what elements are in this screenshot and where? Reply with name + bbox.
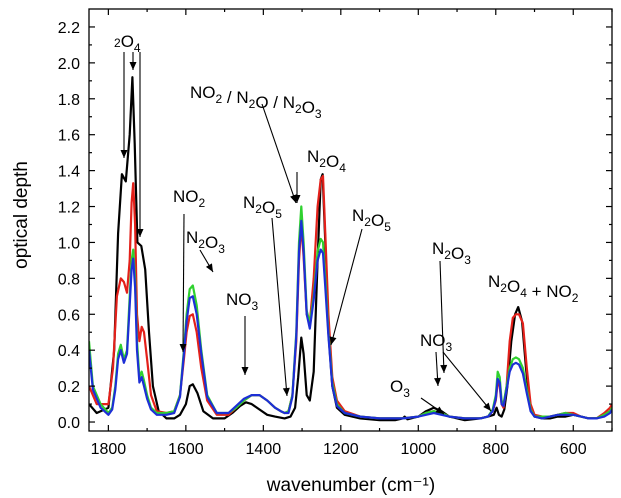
annotation-no3_right: NO3 (420, 331, 453, 354)
annotation-n2o4_mid: N2O4 (307, 147, 346, 175)
x-tick-label: 1000 (400, 441, 436, 458)
y-tick-label: 1.8 (58, 92, 80, 109)
annotation-o3: O3 (390, 377, 410, 400)
y-tick-label: 0.8 (58, 271, 80, 288)
annotation-layer: 2O4 NO2 / N2O / N2O3 N2O4 NO2 N2O3 N2O5 N2O5 NO… (114, 32, 579, 415)
arrow-head (434, 377, 442, 386)
y-tick-label: 0.4 (58, 343, 80, 360)
y-tick-label: 0.0 (58, 415, 80, 432)
arrow-head (329, 336, 337, 345)
y-tick-label: 0.2 (58, 379, 80, 396)
arrow-head (483, 402, 491, 411)
annotation-n2o4_no2: N2O4 + NO2 (488, 272, 579, 305)
annotation-arrow (330, 228, 363, 346)
arrow-head (179, 343, 187, 352)
arrow-head (293, 195, 301, 203)
y-tick-label: 2.0 (58, 56, 80, 73)
x-tick-label: 1600 (168, 441, 204, 458)
y-tick-label: 2.2 (58, 20, 80, 37)
x-axis-title: wavenumber (cm⁻¹) (266, 475, 435, 496)
x-tick-label: 800 (482, 441, 509, 458)
x-tick-label: 600 (560, 441, 587, 458)
axes-layer: 1800 1600 1400 1200 1000 800 600 0.0 0.2 0.4 0.6 0.… (58, 8, 613, 458)
annotation-no2_mix: NO2 / N2O / N2O3 (190, 83, 322, 121)
annotation-arrow (182, 213, 185, 353)
y-tick-label: 0.6 (58, 307, 80, 324)
arrow-head (440, 364, 448, 373)
y-tick-label: 1.6 (58, 128, 80, 145)
annotation-n2o5_b: N2O5 (352, 206, 391, 234)
annotation-n2o4_top: 2O4 (114, 32, 141, 55)
x-tick-label: 1200 (323, 441, 359, 458)
arrow-head (435, 406, 444, 414)
spectrum-line-3 (89, 205, 612, 420)
y-axis-title: optical depth (11, 161, 32, 269)
arrow-head (120, 150, 128, 158)
y-tick-label: 1.0 (58, 235, 80, 252)
arrow-head (205, 263, 213, 272)
arrow-head (129, 62, 137, 70)
annotation-n2o3_right: N2O3 (432, 239, 471, 267)
arrow-head (282, 387, 290, 396)
annotation-no3_left: NO3 (226, 290, 259, 313)
annotation-no2_left: NO2 (173, 187, 206, 210)
series-layer (89, 76, 612, 422)
spectrum-line-2 (89, 174, 612, 420)
arrow-head (136, 229, 144, 237)
spectrum-line-1 (89, 76, 612, 422)
annotation-n2o5_a: N2O5 (243, 193, 282, 221)
spectrum-line-4 (89, 219, 612, 420)
annotation-arrow (439, 260, 445, 374)
annotation-arrow (442, 351, 492, 412)
plot-frame (88, 8, 613, 432)
arrow-head (241, 367, 249, 375)
annotation-arrow (271, 217, 288, 397)
annotation-arrow (261, 103, 297, 204)
x-tick-label: 1400 (246, 441, 282, 458)
y-tick-label: 1.4 (58, 164, 80, 181)
x-tick-label: 1800 (91, 441, 127, 458)
annotation-n2o3_left: N2O3 (186, 228, 225, 256)
y-tick-label: 1.2 (58, 200, 80, 217)
